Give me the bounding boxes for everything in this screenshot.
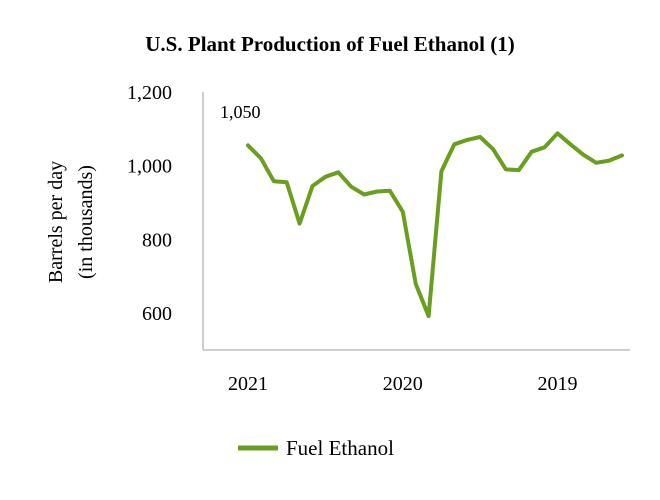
x-tick-label-2019: 2019	[538, 373, 578, 395]
y-axis-label-line1: Barrels per day	[45, 161, 67, 283]
data-point-5	[311, 184, 315, 188]
data-point-0	[246, 143, 250, 147]
data-point-6	[323, 175, 327, 179]
y-tick-label-1200: 1,200	[127, 82, 172, 104]
y-tick-label-600: 600	[142, 303, 172, 325]
data-point-29	[620, 153, 624, 157]
data-label-first: 1,050	[220, 102, 261, 122]
data-point-25	[568, 142, 572, 146]
data-point-23	[543, 145, 547, 149]
data-point-2	[272, 179, 276, 183]
x-axis-ticks: 2021 2020 2019	[228, 373, 578, 395]
data-point-24	[556, 131, 560, 135]
data-point-10	[375, 190, 379, 194]
data-point-9	[362, 193, 366, 197]
data-point-13	[414, 282, 418, 286]
data-point-21	[517, 168, 521, 172]
data-point-12	[401, 210, 405, 214]
data-point-26	[581, 153, 585, 157]
legend: Fuel Ethanol	[238, 436, 394, 460]
data-point-14	[427, 314, 431, 318]
data-point-1	[259, 156, 263, 160]
data-point-22	[530, 150, 534, 154]
data-point-18	[478, 135, 482, 139]
data-point-17	[465, 138, 469, 142]
data-point-4	[298, 222, 302, 226]
data-point-15	[439, 169, 443, 173]
data-point-20	[504, 167, 508, 171]
y-tick-label-800: 800	[142, 229, 172, 251]
chart-title: U.S. Plant Production of Fuel Ethanol (1…	[145, 32, 514, 56]
data-point-8	[349, 185, 353, 189]
data-point-19	[491, 147, 495, 151]
y-tick-label-1000: 1,000	[127, 156, 172, 178]
legend-label: Fuel Ethanol	[286, 436, 394, 460]
data-point-11	[388, 189, 392, 193]
x-tick-label-2020: 2020	[383, 373, 423, 395]
y-axis-ticks: 600 800 1,000 1,200	[127, 82, 172, 325]
x-tick-label-2021: 2021	[228, 373, 268, 395]
data-point-27	[594, 161, 598, 165]
data-point-7	[336, 170, 340, 174]
data-point-28	[607, 159, 611, 163]
data-point-3	[285, 180, 289, 184]
y-axis-label-line2: (in thousands)	[75, 165, 97, 279]
series-line-fuel-ethanol	[246, 131, 624, 319]
data-point-16	[452, 142, 456, 146]
